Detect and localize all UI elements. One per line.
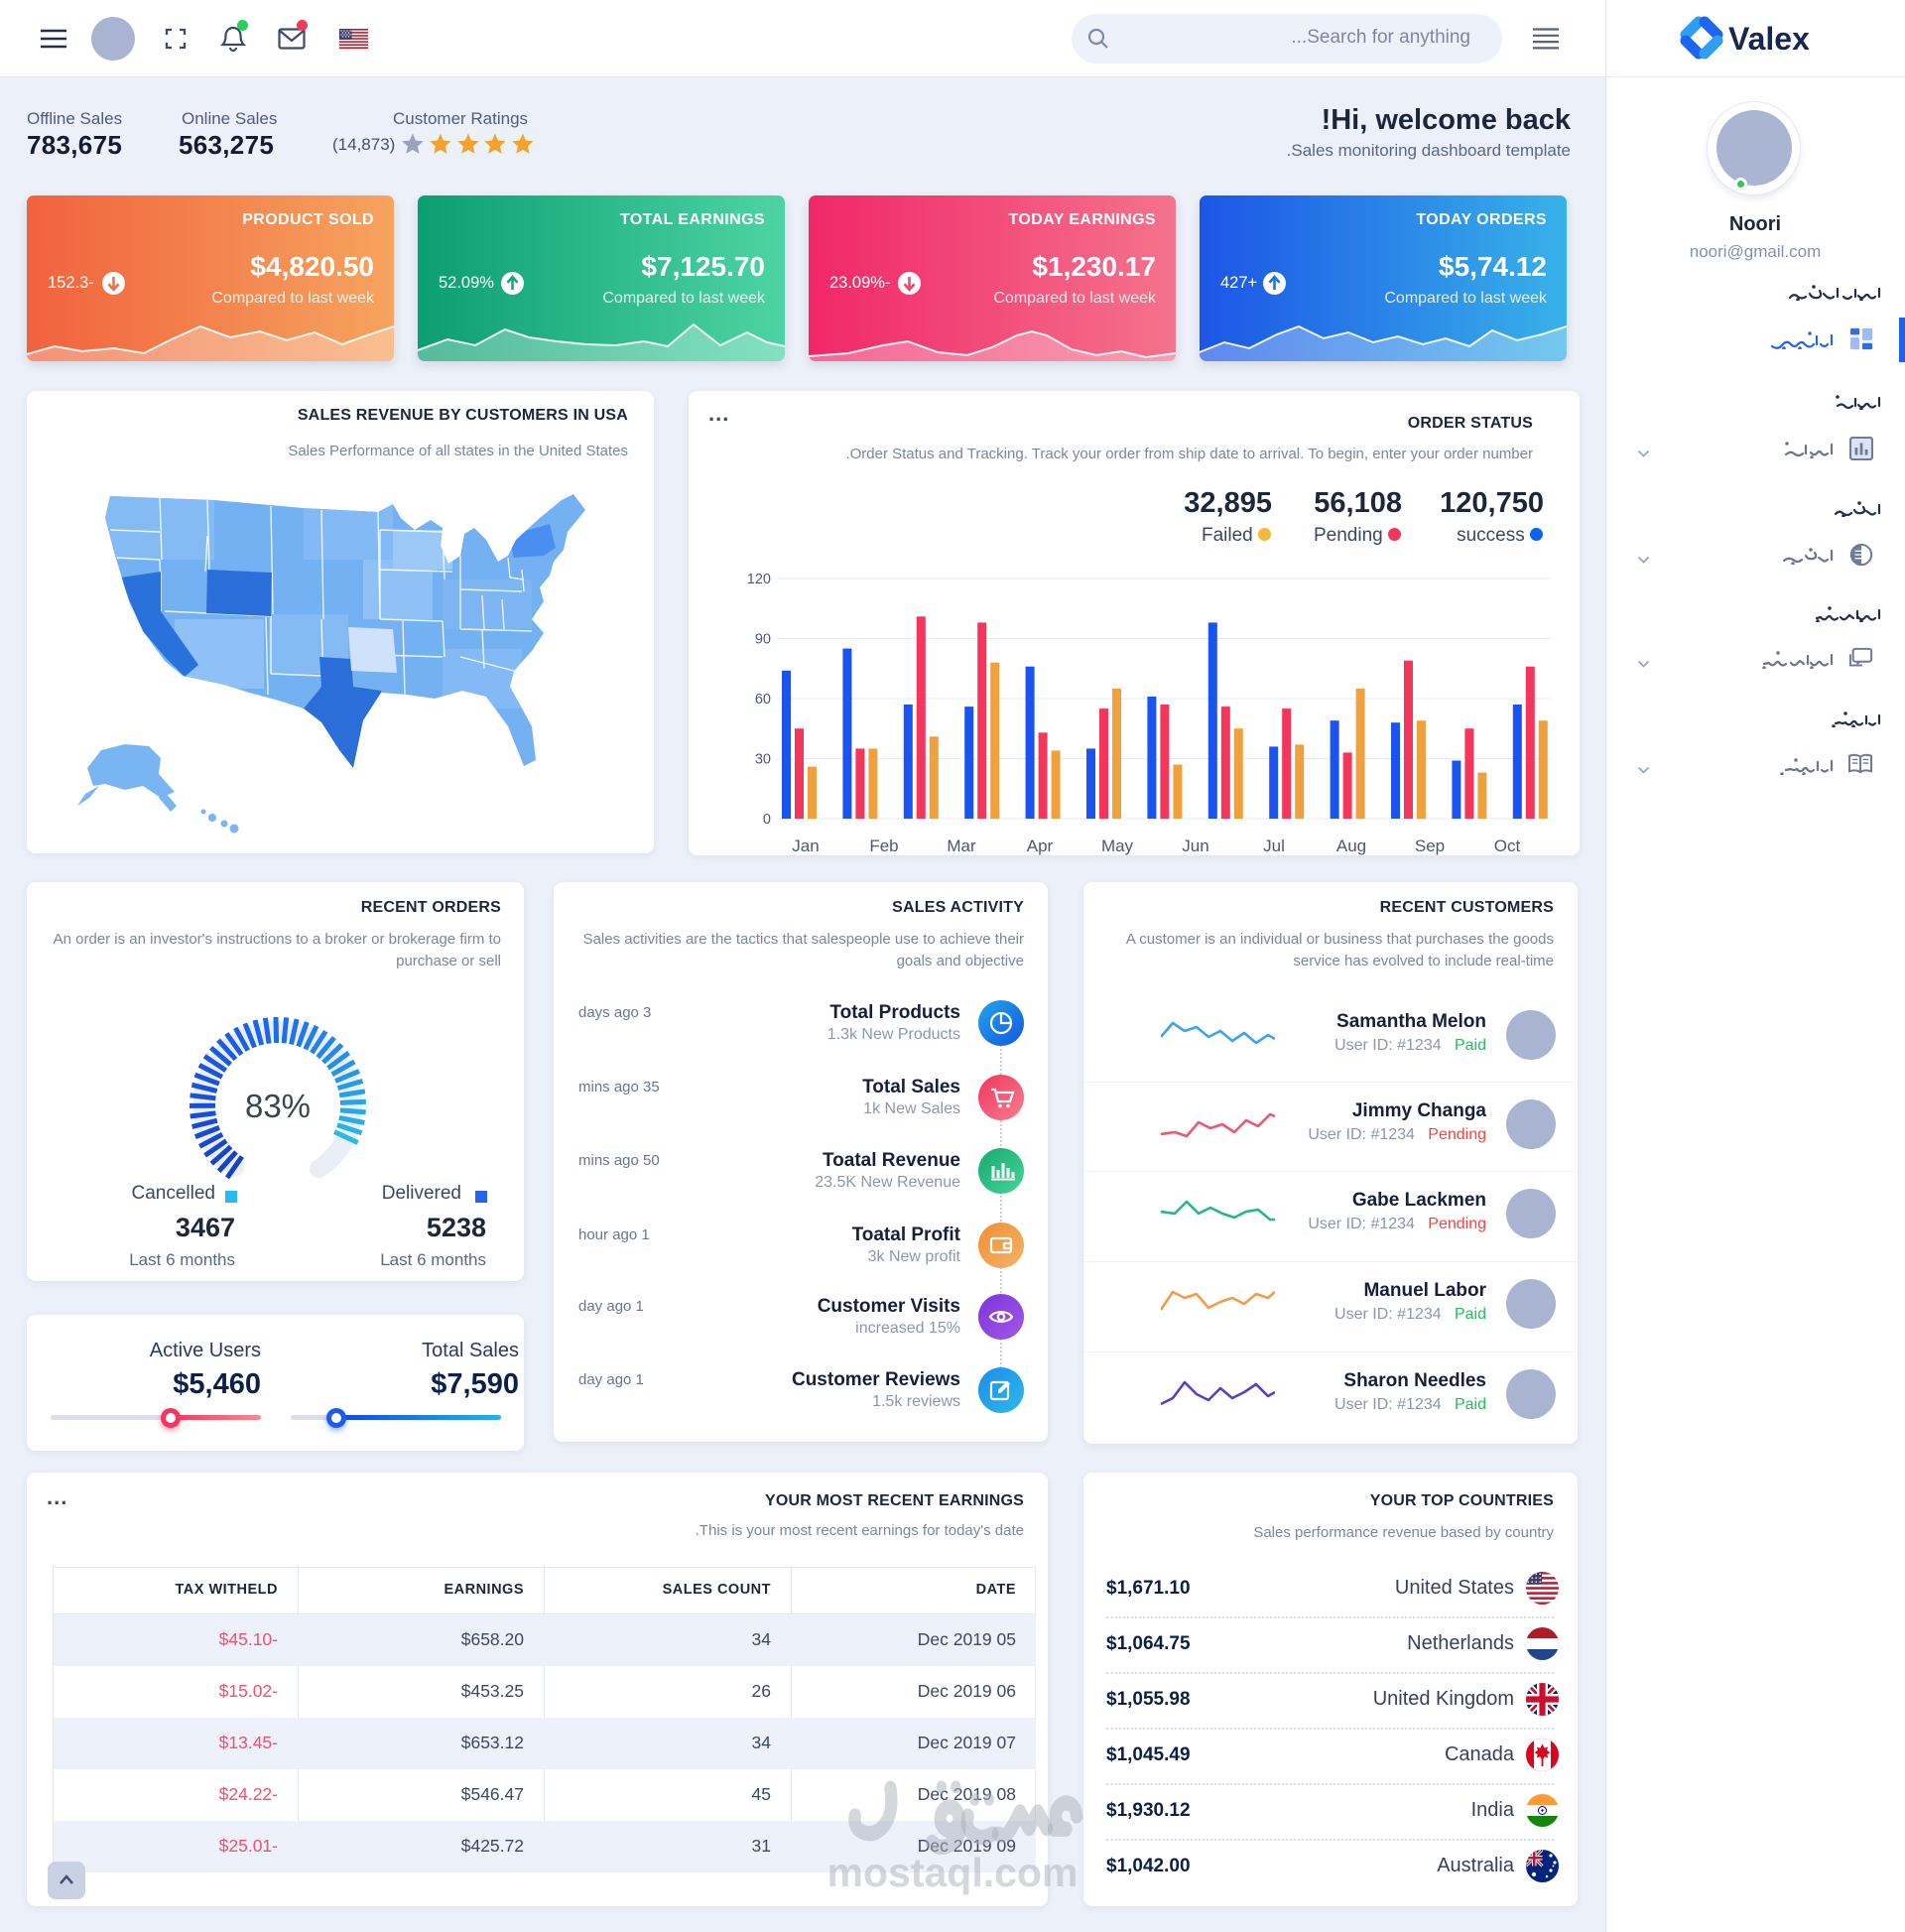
svg-text:0: 0: [763, 812, 771, 828]
svg-text:May: May: [1101, 837, 1134, 855]
svg-text:Oct: Oct: [1494, 837, 1521, 855]
svg-text:Jan: Jan: [792, 837, 819, 855]
svg-text:Feb: Feb: [869, 837, 898, 855]
svg-text:Apr: Apr: [1027, 837, 1054, 855]
svg-text:30: 30: [755, 752, 771, 768]
svg-text:Aug: Aug: [1336, 837, 1366, 855]
svg-text:Jun: Jun: [1182, 837, 1208, 855]
svg-text:Mar: Mar: [947, 837, 976, 855]
svg-text:83%: 83%: [245, 1088, 311, 1124]
svg-text:120: 120: [747, 572, 771, 587]
svg-text:Valex: Valex: [1728, 21, 1810, 57]
svg-text:Sep: Sep: [1415, 837, 1445, 855]
svg-text:60: 60: [755, 692, 771, 708]
svg-text:Jul: Jul: [1263, 837, 1285, 855]
svg-text:90: 90: [755, 632, 771, 648]
